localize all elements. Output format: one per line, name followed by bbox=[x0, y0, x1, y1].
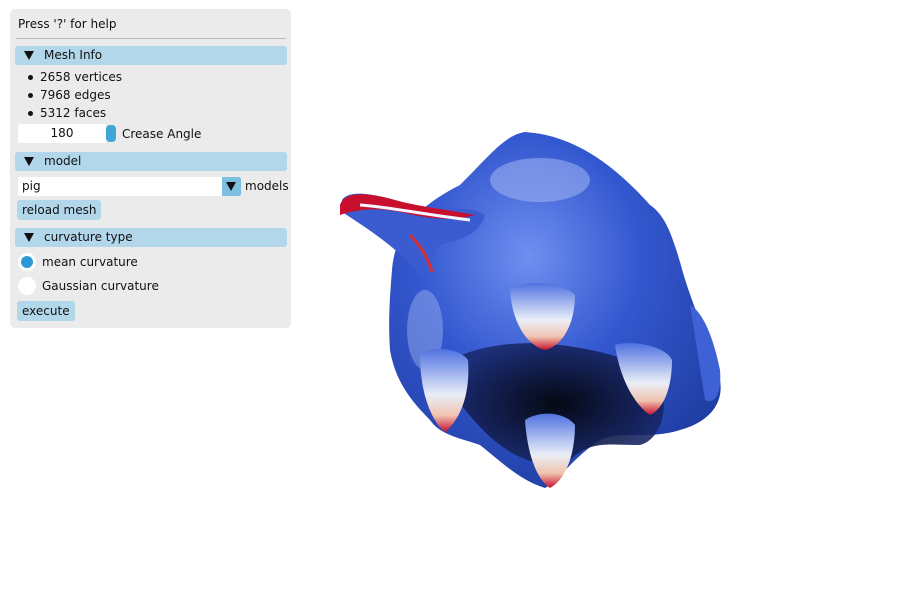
model-select[interactable]: pig bbox=[18, 177, 241, 196]
leg-right bbox=[615, 343, 672, 415]
model-title: model bbox=[44, 154, 82, 168]
pig-underside-shadow bbox=[450, 343, 664, 465]
models-label: models bbox=[245, 179, 289, 193]
collapse-triangle-icon bbox=[24, 233, 34, 242]
panel-divider bbox=[16, 38, 286, 39]
back-highlight bbox=[490, 158, 590, 202]
crease-angle-label: Crease Angle bbox=[122, 127, 202, 141]
execute-button[interactable]: execute bbox=[17, 301, 75, 321]
snout-red-stripe bbox=[408, 233, 434, 273]
mesh-info-title: Mesh Info bbox=[44, 48, 103, 62]
leg-left bbox=[420, 348, 469, 432]
faces-count: 5312 faces bbox=[40, 106, 107, 120]
snout-tip-highlight bbox=[340, 194, 475, 219]
vertices-count: 2658 vertices bbox=[40, 70, 123, 84]
control-panel: Press '?' for help Mesh Info 2658 vertic… bbox=[10, 9, 291, 328]
crease-angle-input[interactable]: 180 bbox=[18, 124, 106, 143]
bullet-icon bbox=[28, 75, 33, 80]
dropdown-arrow-icon[interactable] bbox=[222, 177, 241, 196]
snout-white-band bbox=[359, 203, 471, 222]
pig-rear-bump bbox=[690, 305, 721, 402]
reload-mesh-button[interactable]: reload mesh bbox=[17, 200, 102, 220]
mean-curvature-label: mean curvature bbox=[42, 255, 138, 269]
leg-bottom bbox=[525, 413, 575, 488]
edges-count: 7968 edges bbox=[40, 88, 111, 102]
bullet-icon bbox=[28, 93, 33, 98]
collapse-triangle-icon bbox=[24, 157, 34, 166]
help-text: Press '?' for help bbox=[18, 17, 117, 31]
gaussian-curvature-radio[interactable] bbox=[18, 277, 36, 295]
curvature-type-header[interactable]: curvature type bbox=[15, 228, 287, 247]
collapse-triangle-icon bbox=[24, 51, 34, 60]
bullet-icon bbox=[28, 111, 33, 116]
leg-front-top bbox=[510, 283, 575, 350]
model-header[interactable]: model bbox=[15, 152, 287, 171]
curvature-type-title: curvature type bbox=[44, 230, 133, 244]
mesh-info-header[interactable]: Mesh Info bbox=[15, 46, 287, 65]
mean-curvature-radio[interactable] bbox=[18, 253, 36, 271]
crease-angle-slider-handle[interactable] bbox=[106, 125, 116, 142]
model-select-value: pig bbox=[22, 179, 41, 193]
gaussian-curvature-label: Gaussian curvature bbox=[42, 279, 159, 293]
